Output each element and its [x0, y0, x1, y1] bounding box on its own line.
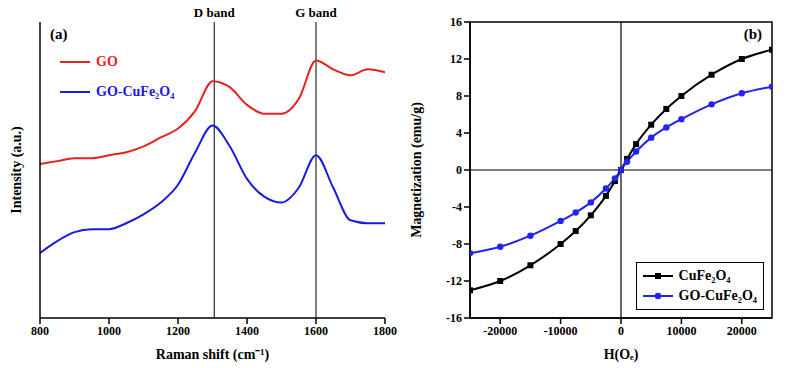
svg-text:-8: -8	[452, 237, 462, 251]
svg-text:Raman shift (cm⁻¹): Raman shift (cm⁻¹)	[156, 347, 270, 363]
svg-text:-16: -16	[446, 311, 462, 325]
svg-text:10000: 10000	[666, 324, 696, 338]
svg-text:D band: D band	[194, 5, 236, 20]
svg-text:G band: G band	[295, 5, 337, 20]
html-text:(a): (a)	[50, 26, 68, 42]
html-text:GO-CuFe₂O₄: GO-CuFe₂O₄	[678, 288, 757, 303]
svg-text:Intensity (a.u.): Intensity (a.u.)	[9, 126, 25, 214]
svg-text:-4: -4	[452, 200, 462, 214]
svg-text:0: 0	[618, 324, 624, 338]
svg-text:1600: 1600	[304, 324, 328, 338]
html-text:GO-CuFe₂O₄: GO-CuFe₂O₄	[96, 84, 175, 99]
svg-text:1800: 1800	[373, 324, 397, 338]
svg-text:H(Oₑ): H(Oₑ)	[604, 347, 639, 363]
svg-text:1200: 1200	[166, 324, 190, 338]
svg-text:0: 0	[456, 163, 462, 177]
svg-text:-12: -12	[446, 274, 462, 288]
html-text:GO: GO	[96, 54, 118, 69]
svg-text:12: 12	[450, 52, 462, 66]
html-text:CuFe₂O₄: CuFe₂O₄	[678, 268, 731, 283]
svg-text:20000: 20000	[727, 324, 757, 338]
svg-text:4: 4	[456, 126, 462, 140]
svg-text:16: 16	[450, 15, 462, 29]
svg-text:Magnetization (emu/g): Magnetization (emu/g)	[409, 102, 425, 238]
svg-text:-20000: -20000	[483, 324, 517, 338]
svg-text:800: 800	[31, 324, 49, 338]
svg-text:1400: 1400	[235, 324, 259, 338]
svg-text:1000: 1000	[97, 324, 121, 338]
svg-text:-10000: -10000	[544, 324, 578, 338]
html-text:(b): (b)	[743, 26, 762, 42]
svg-text:8: 8	[456, 89, 462, 103]
